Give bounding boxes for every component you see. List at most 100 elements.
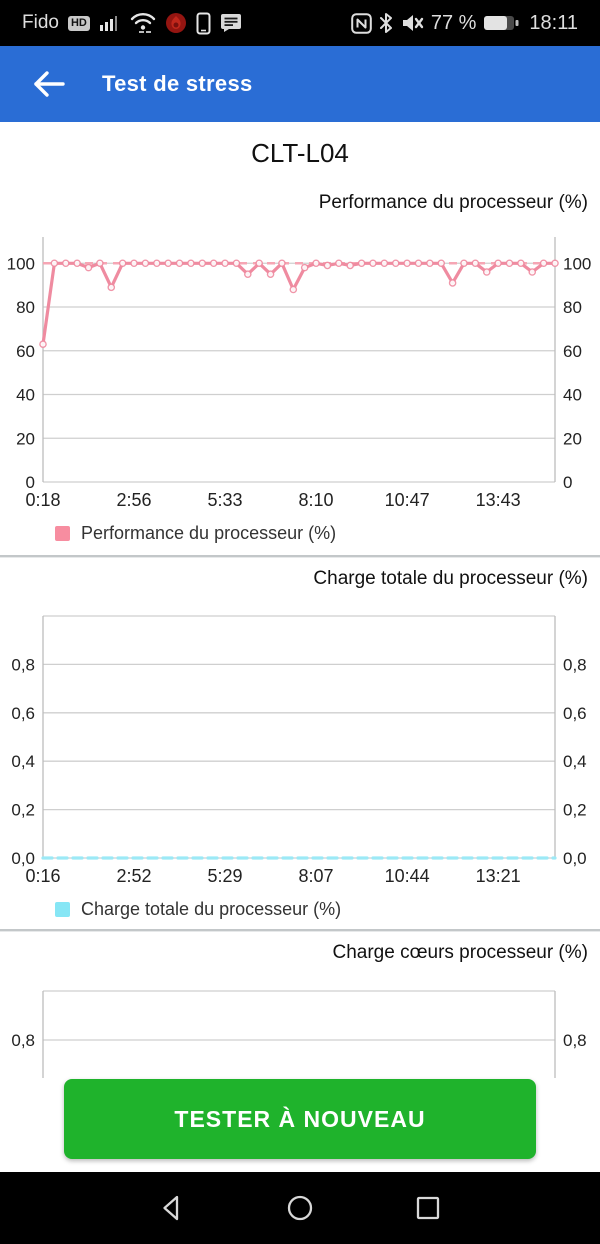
chart2-legend-label: Charge totale du processeur (%) xyxy=(81,899,342,919)
data-point-marker xyxy=(426,259,434,268)
data-line xyxy=(41,261,557,346)
data-point-marker xyxy=(232,259,241,268)
data-point-marker xyxy=(517,259,525,268)
y-tick-label-left: 20 xyxy=(16,429,35,448)
data-point-marker xyxy=(84,263,93,272)
data-point-marker xyxy=(369,259,377,268)
y-tick-label-left: 0,8 xyxy=(11,655,35,674)
y-tick-label-left: 40 xyxy=(16,386,35,405)
data-point-marker xyxy=(346,261,355,270)
android-nav-bar xyxy=(0,1172,600,1244)
data-point-marker xyxy=(494,259,502,268)
x-tick-label: 10:44 xyxy=(385,866,430,886)
data-point-marker xyxy=(357,259,366,268)
data-point-marker xyxy=(539,259,548,268)
device-model-title: CLT-L04 xyxy=(251,138,349,168)
y-tick-label-right: 0,8 xyxy=(563,655,587,674)
data-point-marker xyxy=(50,259,59,268)
messages-icon xyxy=(220,14,241,32)
y-tick-label-left: 60 xyxy=(16,342,35,361)
section-divider xyxy=(0,555,600,557)
x-tick-label: 8:07 xyxy=(299,866,334,886)
data-point-marker xyxy=(380,259,389,268)
nav-home-button[interactable] xyxy=(284,1192,316,1224)
chart2-legend: Charge totale du processeur (%) xyxy=(55,899,341,920)
data-point-marker xyxy=(278,259,286,268)
nav-home-icon xyxy=(287,1195,313,1221)
y-tick-label-right: 60 xyxy=(563,342,582,361)
retest-button[interactable]: TESTER À NOUVEAU xyxy=(64,1079,536,1159)
y-tick-label-left: 0,6 xyxy=(11,704,35,723)
hd-badge: HD xyxy=(67,15,90,31)
x-tick-label: 0:18 xyxy=(25,490,60,510)
data-point-marker xyxy=(471,259,480,268)
x-tick-label: 2:56 xyxy=(116,490,151,510)
data-point-marker xyxy=(39,340,47,348)
x-tick-label: 5:33 xyxy=(208,490,243,510)
wifi-icon xyxy=(130,13,156,33)
y-tick-label-right: 100 xyxy=(563,254,591,273)
battery-icon xyxy=(484,16,519,30)
app-bar: Test de stress xyxy=(0,46,600,122)
chart1-legend-swatch xyxy=(55,526,70,541)
nav-recents-button[interactable] xyxy=(412,1192,444,1224)
chart2-title: Charge totale du processeur (%) xyxy=(313,568,588,589)
x-tick-label: 0:16 xyxy=(25,866,60,886)
x-tick-label: 5:29 xyxy=(208,866,243,886)
y-tick-label-right: 0 xyxy=(563,473,572,492)
y-tick-label-left: 0,2 xyxy=(11,801,35,820)
y-tick-label-left: 80 xyxy=(16,298,35,317)
y-tick-label-right: 80 xyxy=(563,298,582,317)
chart2-legend-swatch xyxy=(55,902,70,917)
data-point-marker xyxy=(482,268,491,276)
data-point-marker xyxy=(414,259,423,268)
status-bar-left: Fido HD xyxy=(22,11,242,35)
data-point-marker xyxy=(403,259,411,268)
nfc-icon xyxy=(351,12,372,34)
y-tick-label-left: 0,0 xyxy=(11,849,35,868)
cpu-total-load-chart: 0,0 0,0 0,2 0,2 0,4 0,4 0,6 0,6 0,8 0,8 0:16 2:52 5:… xyxy=(11,615,587,886)
data-point-marker xyxy=(460,259,468,268)
stress-app-icon xyxy=(165,13,186,33)
chart1-legend: Performance du processeur (%) xyxy=(55,523,336,544)
x-tick-label: 8:10 xyxy=(299,490,334,510)
data-point-marker xyxy=(323,261,332,270)
nav-recents-icon xyxy=(416,1196,440,1220)
data-point-marker xyxy=(175,259,184,268)
data-point-marker xyxy=(335,259,343,268)
data-point-marker xyxy=(255,259,263,268)
y-tick-label-right: 0,2 xyxy=(563,801,587,820)
data-point-marker xyxy=(130,259,138,268)
y-tick-label-right: 0,0 xyxy=(563,849,587,868)
nav-back-button[interactable] xyxy=(156,1192,188,1224)
battery-percent-label: 77 % xyxy=(430,11,477,34)
data-point-marker xyxy=(209,259,218,268)
carrier-label: Fido xyxy=(22,12,59,33)
x-tick-label: 13:21 xyxy=(476,866,521,886)
y-tick-label-right: 0,4 xyxy=(563,752,587,771)
page-title: Test de stress xyxy=(102,71,253,96)
data-point-marker xyxy=(266,270,275,278)
data-point-marker xyxy=(118,259,127,268)
back-button[interactable] xyxy=(32,70,66,98)
data-point-marker xyxy=(141,259,150,268)
data-point-marker xyxy=(73,259,81,268)
data-point-marker xyxy=(198,259,207,268)
nav-back-icon xyxy=(163,1195,179,1221)
data-point-marker xyxy=(107,283,116,292)
section-divider xyxy=(0,929,600,931)
chart1-legend-label: Performance du processeur (%) xyxy=(81,523,337,543)
data-point-marker xyxy=(528,268,537,276)
y-tick-label-left: 0 xyxy=(26,473,35,492)
data-point-marker xyxy=(312,259,320,268)
data-point-marker xyxy=(61,259,70,268)
x-tick-label: 10:47 xyxy=(385,490,430,510)
data-point-marker xyxy=(187,259,195,268)
y-tick-label-left: 0,8 xyxy=(11,1031,35,1050)
y-tick-label-right: 0,6 xyxy=(563,704,587,723)
vibrate-phone-icon xyxy=(196,12,211,34)
signal-bars-icon xyxy=(99,16,117,31)
data-point-marker xyxy=(505,259,514,268)
data-point-marker xyxy=(448,279,457,287)
